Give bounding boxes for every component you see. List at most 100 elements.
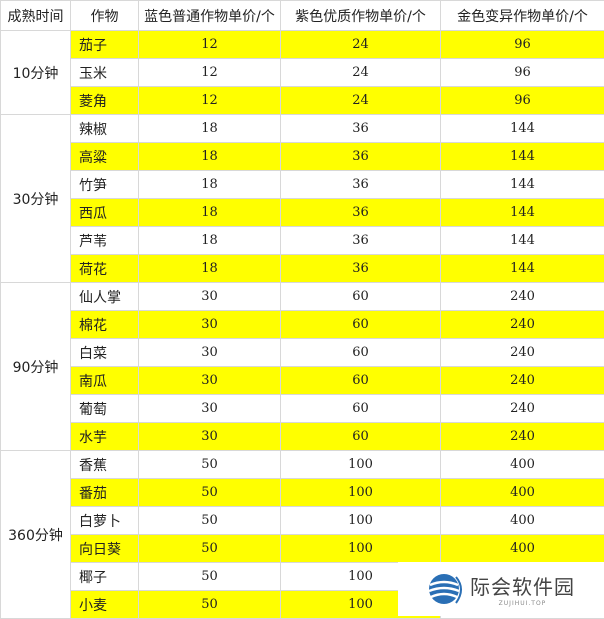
crop-name-cell: 水芋 xyxy=(71,423,139,451)
purple-price-cell: 36 xyxy=(281,143,441,171)
blue-price-cell: 30 xyxy=(139,339,281,367)
gold-price-cell: 144 xyxy=(441,171,604,199)
watermark: 际会软件园 ZUJIHUI.TOP xyxy=(398,562,604,616)
crop-name-cell: 南瓜 xyxy=(71,367,139,395)
maturity-time-cell: 360分钟 xyxy=(1,451,71,619)
maturity-time-cell: 10分钟 xyxy=(1,31,71,115)
purple-price-cell: 60 xyxy=(281,395,441,423)
maturity-time-cell: 90分钟 xyxy=(1,283,71,451)
blue-price-cell: 12 xyxy=(139,87,281,115)
blue-price-cell: 30 xyxy=(139,311,281,339)
purple-price-cell: 36 xyxy=(281,199,441,227)
gold-price-cell: 240 xyxy=(441,339,604,367)
purple-price-cell: 100 xyxy=(281,507,441,535)
gold-price-cell: 96 xyxy=(441,31,604,59)
header-gold-price: 金色变异作物单价/个 xyxy=(441,1,604,31)
header-blue-price: 蓝色普通作物单价/个 xyxy=(139,1,281,31)
blue-price-cell: 30 xyxy=(139,283,281,311)
crop-name-cell: 菱角 xyxy=(71,87,139,115)
blue-price-cell: 18 xyxy=(139,115,281,143)
purple-price-cell: 36 xyxy=(281,255,441,283)
purple-price-cell: 36 xyxy=(281,171,441,199)
purple-price-cell: 36 xyxy=(281,115,441,143)
blue-price-cell: 50 xyxy=(139,535,281,563)
crop-name-cell: 高粱 xyxy=(71,143,139,171)
crop-name-cell: 竹笋 xyxy=(71,171,139,199)
gold-price-cell: 240 xyxy=(441,395,604,423)
header-row: 成熟时间 作物 蓝色普通作物单价/个 紫色优质作物单价/个 金色变异作物单价/个 xyxy=(1,1,604,31)
crop-name-cell: 香蕉 xyxy=(71,451,139,479)
crop-name-cell: 白菜 xyxy=(71,339,139,367)
blue-price-cell: 18 xyxy=(139,143,281,171)
blue-price-cell: 50 xyxy=(139,507,281,535)
globe-logo-icon xyxy=(428,571,464,607)
crop-name-cell: 棉花 xyxy=(71,311,139,339)
crop-name-cell: 葡萄 xyxy=(71,395,139,423)
crop-name-cell: 小麦 xyxy=(71,591,139,619)
crop-name-cell: 玉米 xyxy=(71,59,139,87)
gold-price-cell: 144 xyxy=(441,115,604,143)
crop-name-cell: 芦苇 xyxy=(71,227,139,255)
crop-name-cell: 荷花 xyxy=(71,255,139,283)
gold-price-cell: 96 xyxy=(441,87,604,115)
crop-name-cell: 椰子 xyxy=(71,563,139,591)
purple-price-cell: 60 xyxy=(281,311,441,339)
gold-price-cell: 144 xyxy=(441,227,604,255)
crop-name-cell: 向日葵 xyxy=(71,535,139,563)
crop-name-cell: 白萝卜 xyxy=(71,507,139,535)
crop-name-cell: 辣椒 xyxy=(71,115,139,143)
gold-price-cell: 240 xyxy=(441,283,604,311)
purple-price-cell: 60 xyxy=(281,283,441,311)
blue-price-cell: 50 xyxy=(139,591,281,619)
crop-name-cell: 西瓜 xyxy=(71,199,139,227)
blue-price-cell: 30 xyxy=(139,395,281,423)
purple-price-cell: 60 xyxy=(281,339,441,367)
purple-price-cell: 100 xyxy=(281,479,441,507)
blue-price-cell: 18 xyxy=(139,199,281,227)
purple-price-cell: 24 xyxy=(281,59,441,87)
blue-price-cell: 30 xyxy=(139,367,281,395)
purple-price-cell: 24 xyxy=(281,31,441,59)
blue-price-cell: 18 xyxy=(139,255,281,283)
header-purple-price: 紫色优质作物单价/个 xyxy=(281,1,441,31)
gold-price-cell: 144 xyxy=(441,143,604,171)
gold-price-cell: 400 xyxy=(441,451,604,479)
purple-price-cell: 36 xyxy=(281,227,441,255)
watermark-name: 际会软件园 xyxy=(470,571,575,600)
blue-price-cell: 12 xyxy=(139,31,281,59)
gold-price-cell: 144 xyxy=(441,255,604,283)
gold-price-cell: 400 xyxy=(441,535,604,563)
gold-price-cell: 240 xyxy=(441,311,604,339)
blue-price-cell: 18 xyxy=(139,171,281,199)
crop-name-cell: 番茄 xyxy=(71,479,139,507)
gold-price-cell: 400 xyxy=(441,507,604,535)
blue-price-cell: 50 xyxy=(139,451,281,479)
gold-price-cell: 96 xyxy=(441,59,604,87)
blue-price-cell: 50 xyxy=(139,479,281,507)
blue-price-cell: 12 xyxy=(139,59,281,87)
blue-price-cell: 18 xyxy=(139,227,281,255)
gold-price-cell: 144 xyxy=(441,199,604,227)
watermark-domain: ZUJIHUI.TOP xyxy=(499,600,547,607)
purple-price-cell: 100 xyxy=(281,535,441,563)
gold-price-cell: 240 xyxy=(441,423,604,451)
purple-price-cell: 60 xyxy=(281,423,441,451)
header-crop: 作物 xyxy=(71,1,139,31)
